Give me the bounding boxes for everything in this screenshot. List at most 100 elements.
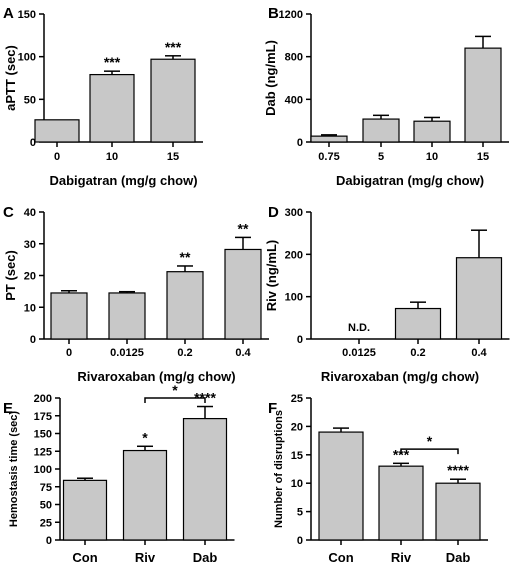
panel-d-bar [455, 257, 503, 340]
panel-e-bracket-label: * [172, 382, 178, 398]
panel-f-bracket [400, 448, 459, 455]
panel-e-significance: * [142, 429, 148, 445]
panel-d-ytick-label: 100 [285, 292, 303, 304]
panel-d-xlabel: Rivaroxaban (mg/g chow) [321, 369, 479, 384]
panel-b-xlabel: Dabigatran (mg/g chow) [336, 173, 484, 188]
panel-c-xtick-label: 0 [66, 347, 72, 359]
panel-c-significance: ** [238, 220, 249, 236]
panel-a-letter: A [3, 5, 14, 22]
panel-d-ytick-label: 300 [285, 207, 303, 219]
panel-d-value-note: N.D. [348, 322, 370, 334]
panel-b-xtick-label: 5 [378, 151, 384, 163]
panel-e-letter: E [3, 400, 13, 417]
panel-c-significance: ** [180, 249, 191, 265]
panel-b-xtick-label: 15 [477, 151, 489, 163]
panel-f-significance: **** [447, 462, 469, 478]
panel-e-bar [182, 417, 228, 541]
panel-a-bar [89, 73, 135, 143]
panel-a-bar [34, 119, 80, 143]
panel-b-ytick-label: 400 [285, 94, 303, 106]
panel-a-ytick-label: 100 [18, 52, 36, 64]
panel-c-bar [224, 248, 262, 340]
panel-d-ytick-label: 200 [285, 249, 303, 261]
panel-e-ytick-label: 25 [40, 517, 52, 529]
panel-c-bar [166, 271, 204, 340]
panel-e-ytick-label: 75 [40, 482, 52, 494]
panel-a-xtick-label: 10 [106, 151, 118, 163]
panel-f-bracket-label: * [427, 433, 433, 449]
panel-a-significance: *** [165, 39, 182, 55]
panel-a-xlabel: Dabigatran (mg/g chow) [49, 173, 197, 188]
panel-a-bar [150, 58, 196, 143]
panel-b-bar [464, 47, 502, 143]
panel-d-xtick-label: 0.4 [471, 347, 487, 359]
panel-f-bar [435, 482, 481, 541]
panel-a-ytick-label: 50 [24, 94, 36, 106]
panel-f-bar [318, 431, 364, 541]
panel-d-letter: D [268, 204, 279, 221]
panel-a-ytick-label: 150 [18, 9, 36, 21]
panel-f-ytick-label: 25 [291, 393, 303, 405]
panel-e-ytick-label: 50 [40, 500, 52, 512]
panel-c-ytick-label: 20 [24, 271, 36, 283]
panel-b-ytick-label: 0 [297, 137, 303, 149]
panel-e-bracket [144, 397, 206, 403]
panel-f-significance: *** [393, 446, 410, 462]
panel-d-ylabel: Riv (ng/mL) [264, 240, 279, 312]
panel-c-bar [50, 292, 88, 340]
panel-f-ytick-label: 20 [291, 421, 303, 433]
panel-e-ytick-label: 100 [34, 464, 52, 476]
panel-e-ytick-label: 125 [34, 446, 52, 458]
panel-c-bar [108, 292, 146, 340]
panel-e-ylabel: Hemostasis time (sec) [8, 411, 20, 527]
panel-c-ytick-label: 0 [30, 334, 36, 346]
panel-e-xtick-label: Con [72, 550, 97, 565]
panel-e-ytick-label: 150 [34, 429, 52, 441]
panel-e-ytick-label: 0 [46, 535, 52, 547]
panel-f-ytick-label: 5 [297, 507, 303, 519]
panel-c-xtick-label: 0.0125 [110, 347, 144, 359]
panel-a-xtick-label: 0 [54, 151, 60, 163]
panel-f-bar [378, 465, 424, 541]
panel-b-xtick-label: 0.75 [318, 151, 339, 163]
panel-b-bar [413, 120, 451, 143]
panel-c-xtick-label: 0.4 [235, 347, 251, 359]
panel-b-xtick-label: 10 [426, 151, 438, 163]
panel-e-xtick-label: Dab [193, 550, 218, 565]
panel-b-bar [362, 118, 400, 143]
panel-c-ytick-label: 30 [24, 239, 36, 251]
panel-c-ytick-label: 40 [24, 207, 36, 219]
panel-d-bar [394, 307, 442, 340]
panel-f-ytick-label: 15 [291, 450, 303, 462]
panel-c-ytick-label: 10 [24, 302, 36, 314]
panel-f-ytick-label: 0 [297, 535, 303, 547]
panel-e-bar [122, 449, 168, 541]
panel-b-ytick-label: 1200 [279, 9, 303, 21]
panel-c-xlabel: Rivaroxaban (mg/g chow) [77, 369, 235, 384]
panel-d-xtick-label: 0.0125 [342, 347, 376, 359]
panel-b-bar [310, 135, 348, 143]
panel-d-xtick-label: 0.2 [410, 347, 425, 359]
panel-e-ytick-label: 175 [34, 411, 52, 423]
panel-a-ylabel: aPTT (sec) [3, 45, 18, 111]
panel-f-xtick-label: Riv [391, 550, 412, 565]
panel-c-xtick-label: 0.2 [177, 347, 192, 359]
panel-a-xtick-label: 15 [167, 151, 179, 163]
panel-f-xtick-label: Con [328, 550, 353, 565]
panel-f-xtick-label: Dab [446, 550, 471, 565]
panel-b-ytick-label: 800 [285, 52, 303, 64]
panel-c-ylabel: PT (sec) [3, 250, 18, 301]
panel-e-ytick-label: 200 [34, 393, 52, 405]
panel-a-significance: *** [104, 54, 121, 70]
panel-f-letter: F [268, 400, 277, 417]
panel-b-ylabel: Dab (ng/mL) [263, 40, 278, 116]
panel-e-bar [62, 479, 108, 541]
panel-b-letter: B [268, 5, 279, 22]
panel-c-letter: C [3, 204, 14, 221]
panel-a-ytick-label: 0 [30, 137, 36, 149]
panel-f-ytick-label: 10 [291, 478, 303, 490]
panel-e-xtick-label: Riv [135, 550, 156, 565]
panel-d-ytick-label: 0 [297, 334, 303, 346]
panel-f-ylabel: Number of disruptions [273, 410, 285, 528]
